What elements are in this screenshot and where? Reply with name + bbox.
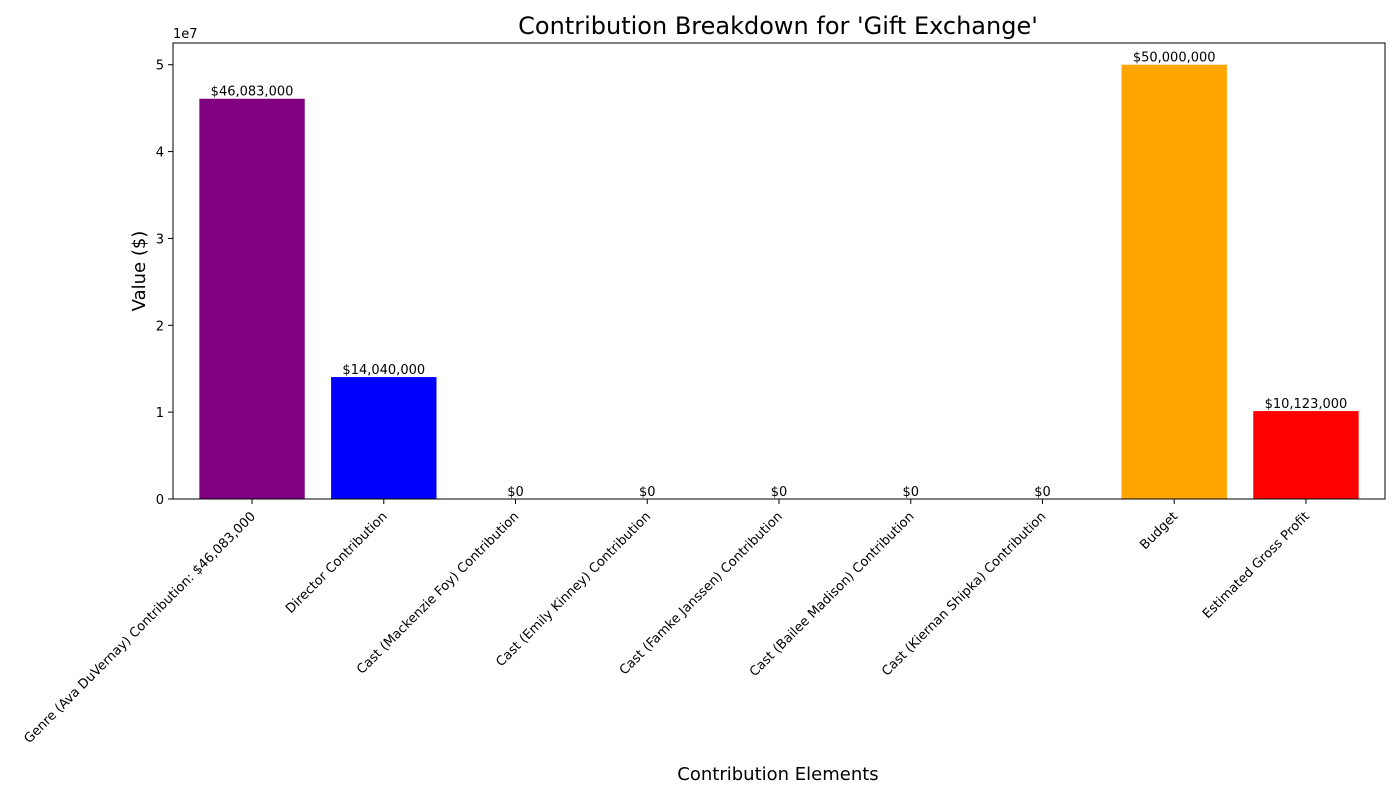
x-axis-label: Contribution Elements bbox=[677, 764, 878, 785]
x-tick-label: Cast (Famke Janssen) Contribution bbox=[617, 509, 786, 678]
chart-title: Contribution Breakdown for 'Gift Exchang… bbox=[518, 12, 1038, 40]
bar-value-label: $46,083,000 bbox=[211, 85, 294, 100]
y-axis-ticks: 0 1 2 3 4 5 bbox=[156, 59, 173, 508]
x-tick-label: Budget bbox=[1137, 509, 1181, 553]
x-axis-ticks: Genre (Ava DuVernay) Contribution: $46,0… bbox=[21, 499, 1313, 747]
bar bbox=[331, 377, 437, 499]
bar bbox=[1121, 64, 1227, 499]
x-tick-label: Estimated Gross Profit bbox=[1200, 509, 1313, 622]
bar bbox=[199, 98, 305, 499]
plot-frame bbox=[172, 42, 1386, 500]
x-tick-label: Cast (Kiernan Shipka) Contribution bbox=[879, 509, 1049, 679]
y-axis-label: Value ($) bbox=[129, 231, 150, 312]
y-tick-label: 5 bbox=[156, 59, 164, 74]
y-tick-label: 2 bbox=[156, 319, 164, 334]
y-tick-label: 4 bbox=[156, 146, 164, 161]
y-tick-label: 0 bbox=[156, 493, 164, 508]
x-tick-label: Genre (Ava DuVernay) Contribution: $46,0… bbox=[21, 509, 258, 746]
bars-group: $46,083,000 $14,040,000 $0 $0 $0 $0 $0 $50,000,… bbox=[199, 51, 1359, 500]
bar-value-label: $14,040,000 bbox=[342, 363, 425, 378]
bar-value-label: $0 bbox=[902, 485, 919, 500]
y-tick-label: 3 bbox=[156, 232, 164, 247]
bar bbox=[1253, 411, 1359, 499]
bar-value-label: $0 bbox=[507, 485, 524, 500]
x-tick-label: Cast (Emily Kinney) Contribution bbox=[493, 509, 654, 670]
bar-value-label: $10,123,000 bbox=[1265, 397, 1348, 412]
x-tick-label: Cast (Bailee Madison) Contribution bbox=[747, 509, 918, 680]
x-tick-label: Cast (Mackenzie Foy) Contribution bbox=[354, 509, 522, 677]
bar-value-label: $0 bbox=[1034, 485, 1051, 500]
bar-value-label: $0 bbox=[771, 485, 788, 500]
bar-value-label: $0 bbox=[639, 485, 656, 500]
y-axis-offset-label: 1e7 bbox=[173, 27, 198, 42]
x-tick-label: Director Contribution bbox=[283, 509, 391, 617]
y-tick-label: 1 bbox=[156, 406, 164, 421]
bar-value-label: $50,000,000 bbox=[1133, 51, 1216, 66]
